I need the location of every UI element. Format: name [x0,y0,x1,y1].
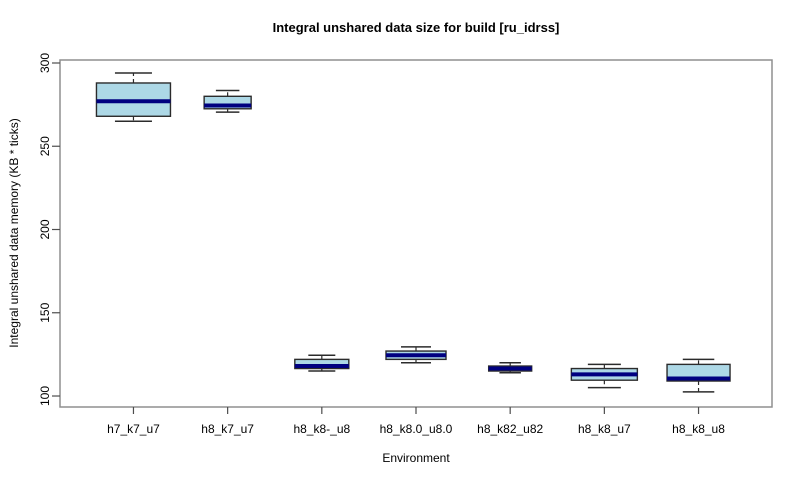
x-tick-label: h8_k8-_u8 [293,422,350,436]
chart-title: Integral unshared data size for build [r… [272,20,560,35]
x-axis-title: Environment [382,451,450,465]
y-tick-label: 150 [38,302,52,322]
y-tick-label: 300 [38,53,52,73]
y-tick-label: 200 [38,219,52,239]
x-tick-label: h8_k8.0_u8.0 [380,422,453,436]
x-tick-label: h8_k82_u82 [477,422,543,436]
x-tick-label: h8_k8_u7 [578,422,631,436]
x-tick-label: h8_k7_u7 [201,422,254,436]
x-tick-label: h7_k7_u7 [107,422,160,436]
box [294,358,350,370]
x-tick-label: h8_k8_u8 [672,422,725,436]
y-tick-label: 250 [38,136,52,156]
y-tick-label: 100 [38,386,52,406]
